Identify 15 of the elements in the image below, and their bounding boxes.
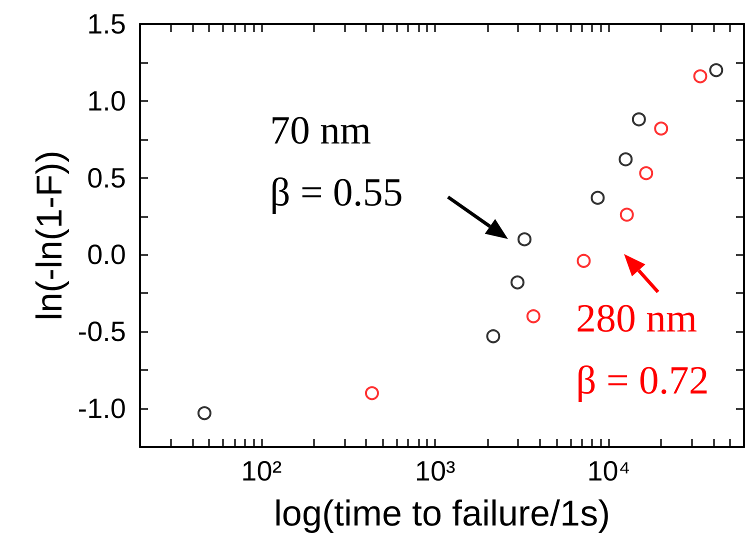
y-tick-label: 0.0 <box>87 239 126 270</box>
annotation: β = 0.55 <box>270 170 403 214</box>
annotation: β = 0.72 <box>576 358 709 402</box>
y-tick-label: 0.5 <box>87 162 126 194</box>
y-tick-label: -0.5 <box>78 316 126 348</box>
y-tick-label: 1.5 <box>87 8 126 40</box>
y-tick-label: 1.0 <box>87 85 126 116</box>
y-axis-title: ln(-ln(1-F)) <box>28 150 70 320</box>
annotation: 280 nm <box>576 296 698 340</box>
annotation: 70 nm <box>270 108 372 152</box>
x-axis-title: log(time to failure/1s) <box>274 492 610 534</box>
x-tick-label: 10⁴ <box>587 456 630 486</box>
x-tick-label: 10² <box>241 456 282 486</box>
x-tick-label: 10³ <box>414 456 456 486</box>
y-tick-label: -1.0 <box>78 393 126 424</box>
